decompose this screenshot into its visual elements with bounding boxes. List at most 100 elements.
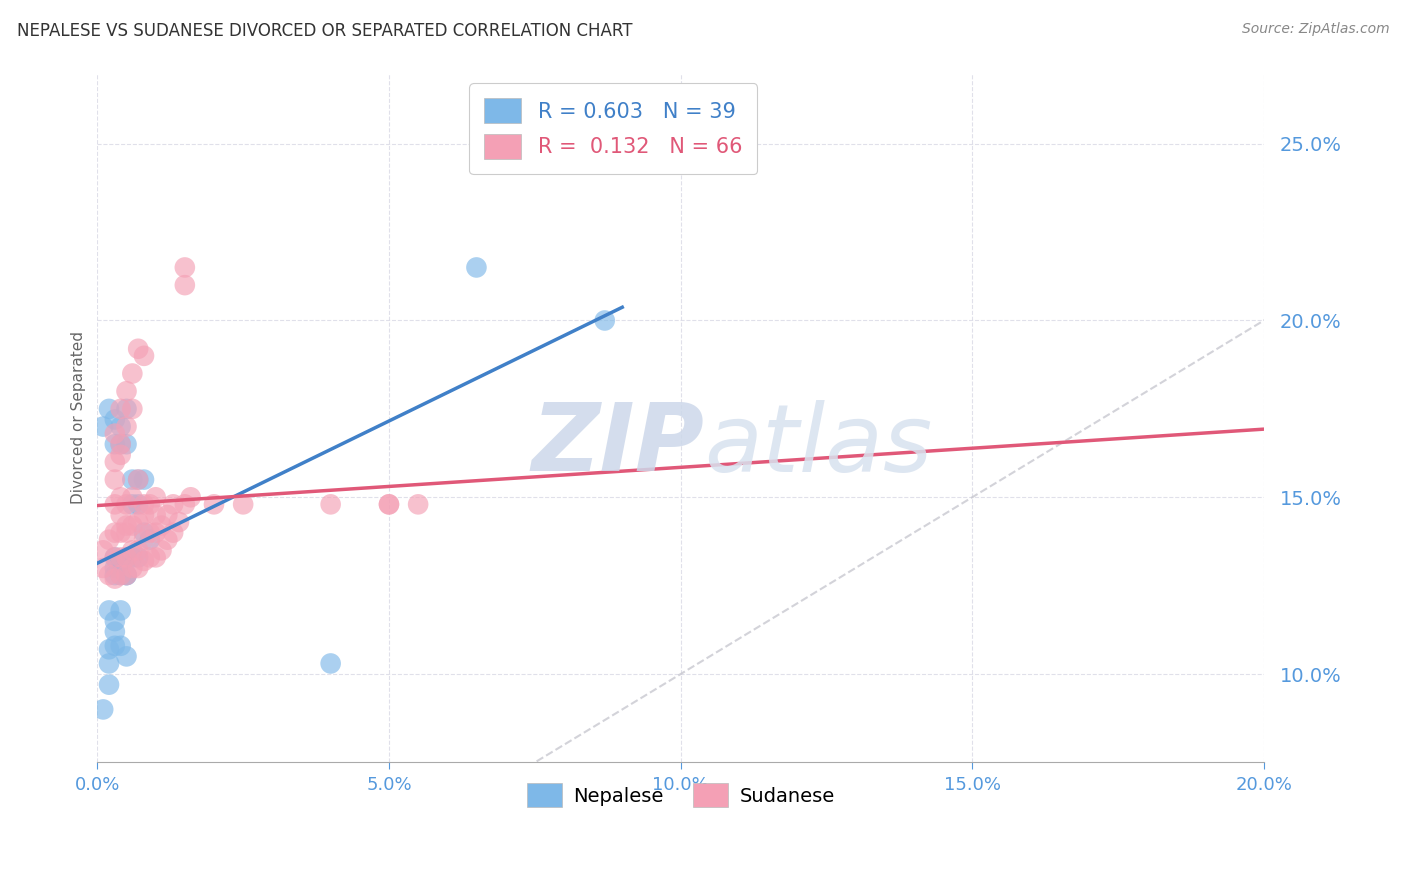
Point	[121, 518, 143, 533]
Point	[104, 624, 127, 639]
Point	[98, 533, 121, 547]
Point	[91, 561, 114, 575]
Point	[121, 497, 143, 511]
Point	[104, 639, 127, 653]
Point	[150, 518, 173, 533]
Point	[104, 568, 127, 582]
Point	[110, 603, 132, 617]
Point	[104, 437, 127, 451]
Point	[110, 437, 132, 451]
Point	[110, 554, 132, 568]
Text: NEPALESE VS SUDANESE DIVORCED OR SEPARATED CORRELATION CHART: NEPALESE VS SUDANESE DIVORCED OR SEPARAT…	[17, 22, 633, 40]
Point	[139, 525, 162, 540]
Point	[115, 550, 138, 565]
Point	[162, 525, 184, 540]
Point	[104, 497, 127, 511]
Point	[110, 639, 132, 653]
Point	[110, 437, 132, 451]
Point	[104, 561, 127, 575]
Point	[127, 561, 149, 575]
Point	[115, 550, 138, 565]
Point	[110, 525, 132, 540]
Point	[104, 550, 127, 565]
Point	[110, 401, 132, 416]
Point	[139, 533, 162, 547]
Point	[145, 550, 167, 565]
Point	[104, 572, 127, 586]
Point	[132, 473, 155, 487]
Point	[132, 508, 155, 522]
Point	[91, 419, 114, 434]
Point	[98, 603, 121, 617]
Point	[115, 518, 138, 533]
Point	[115, 401, 138, 416]
Point	[593, 313, 616, 327]
Point	[121, 473, 143, 487]
Point	[115, 649, 138, 664]
Point	[127, 497, 149, 511]
Point	[127, 543, 149, 558]
Point	[115, 497, 138, 511]
Point	[150, 543, 173, 558]
Point	[127, 550, 149, 565]
Point	[98, 657, 121, 671]
Point	[378, 497, 401, 511]
Point	[232, 497, 254, 511]
Point	[121, 401, 143, 416]
Point	[132, 349, 155, 363]
Point	[156, 508, 179, 522]
Point	[110, 490, 132, 504]
Legend: Nepalese, Sudanese: Nepalese, Sudanese	[519, 775, 842, 814]
Point	[319, 657, 342, 671]
Point	[132, 497, 155, 511]
Point	[139, 550, 162, 565]
Point	[115, 568, 138, 582]
Y-axis label: Divorced or Separated: Divorced or Separated	[72, 331, 86, 504]
Point	[121, 561, 143, 575]
Point	[156, 533, 179, 547]
Point	[173, 278, 195, 293]
Point	[104, 550, 127, 565]
Point	[121, 367, 143, 381]
Point	[202, 497, 225, 511]
Point	[98, 401, 121, 416]
Point	[127, 473, 149, 487]
Point	[127, 515, 149, 529]
Point	[110, 550, 132, 565]
Point	[115, 568, 138, 582]
Point	[104, 525, 127, 540]
Point	[180, 490, 202, 504]
Point	[127, 473, 149, 487]
Point	[145, 525, 167, 540]
Point	[98, 642, 121, 657]
Point	[104, 455, 127, 469]
Point	[121, 543, 143, 558]
Point	[104, 614, 127, 628]
Point	[145, 490, 167, 504]
Point	[115, 437, 138, 451]
Point	[167, 515, 190, 529]
Text: atlas: atlas	[704, 400, 932, 491]
Point	[406, 497, 429, 511]
Point	[110, 419, 132, 434]
Point	[121, 490, 143, 504]
Point	[319, 497, 342, 511]
Point	[132, 525, 155, 540]
Point	[91, 702, 114, 716]
Point	[91, 543, 114, 558]
Text: ZIP: ZIP	[531, 400, 704, 491]
Point	[115, 384, 138, 399]
Text: Source: ZipAtlas.com: Source: ZipAtlas.com	[1241, 22, 1389, 37]
Point	[139, 497, 162, 511]
Point	[104, 426, 127, 441]
Point	[173, 260, 195, 275]
Point	[127, 342, 149, 356]
Point	[115, 419, 138, 434]
Point	[162, 497, 184, 511]
Point	[132, 533, 155, 547]
Point	[110, 568, 132, 582]
Point	[110, 508, 132, 522]
Point	[378, 497, 401, 511]
Point	[98, 678, 121, 692]
Point	[173, 497, 195, 511]
